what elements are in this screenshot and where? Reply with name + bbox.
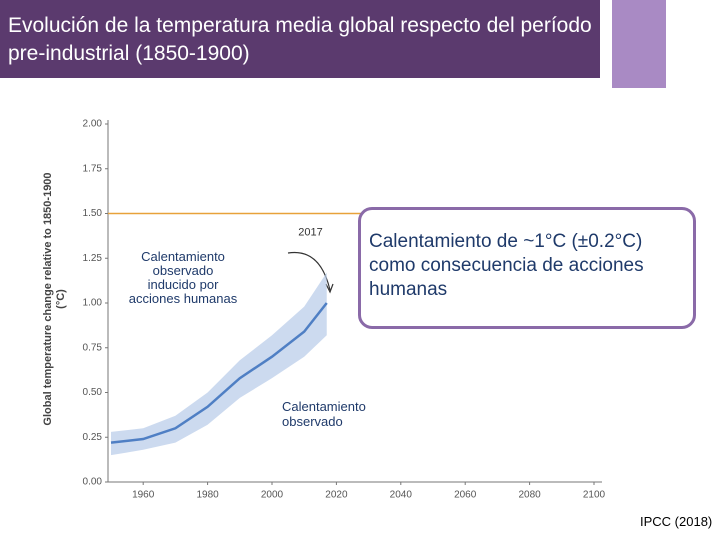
y-axis-label: Global temperature change relative to 18… [42,172,67,426]
title-banner [0,0,600,78]
annotation: Calentamiento observado inducido por acc… [128,249,238,306]
y-tick-label: 1.00 [83,298,103,309]
source: IPCC (2018) [640,514,713,529]
y-tick-label: 1.50 [83,208,103,219]
y-tick-label: 1.25 [83,253,103,264]
line [110,302,328,444]
x-tick-label: 1980 [196,490,219,501]
x-tick-label: 2040 [390,490,413,501]
x-tick-label: 2080 [518,490,541,501]
y-tick-label: 0.50 [83,387,103,398]
annotation: 2017 [298,226,322,238]
uncertainty-band [111,272,327,456]
x-tick-label: 2060 [454,490,477,501]
callout: Calentamiento de ~1°C (±0.2°C) como cons… [358,207,696,329]
y-tick-label: 0.25 [83,432,103,443]
y-tick-label: 1.75 [83,163,103,174]
arrow [287,251,331,291]
x-tick-label: 2000 [261,490,284,501]
y-tick-label: 0.75 [83,342,103,353]
arrow-head [325,283,334,294]
annotation: Calentamiento observado [282,399,366,429]
slide-title: Evolución de la temperatura media global… [8,14,592,65]
banner-accent [612,0,666,88]
x-tick-label: 2020 [325,490,348,501]
x-tick-label: 2100 [583,490,606,501]
y-tick-label: 2.00 [83,119,103,130]
y-tick-label: 0.00 [83,477,103,488]
x-tick-label: 1960 [132,490,155,501]
